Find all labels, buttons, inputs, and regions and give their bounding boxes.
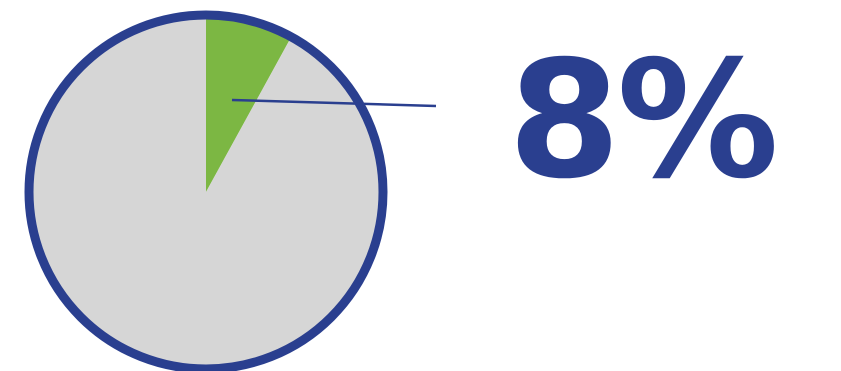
leader-line bbox=[231, 98, 437, 108]
pie-slice-1 bbox=[30, 17, 381, 367]
percentage-label: 8% bbox=[508, 27, 779, 215]
pie-outline bbox=[24, 10, 388, 371]
pie-slice-0 bbox=[206, 17, 291, 192]
pie-slices bbox=[30, 17, 381, 367]
